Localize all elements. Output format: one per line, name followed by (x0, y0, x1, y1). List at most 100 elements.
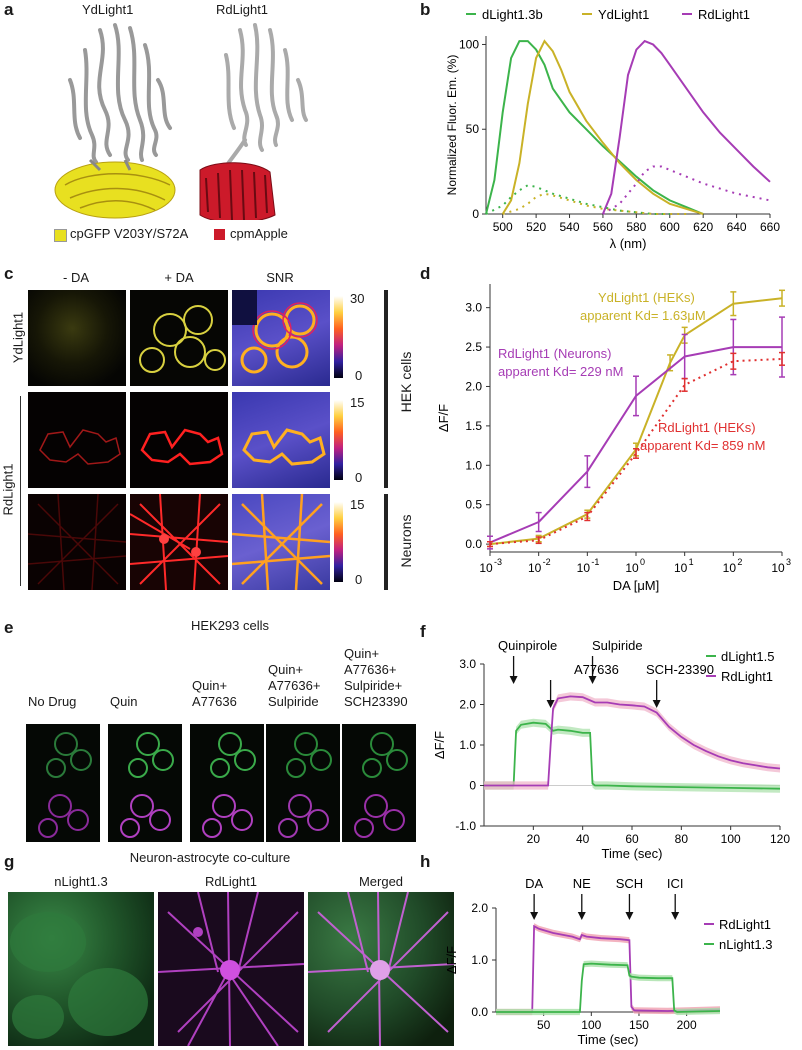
panel-a-left-title: YdLight1 (82, 2, 134, 17)
x-tick-label: 60 (625, 832, 639, 846)
y-axis-label: Normalized Fluor. Em. (%) (445, 55, 459, 196)
panel-e-col-label: SCH23390 (344, 694, 408, 709)
ydlight1-structure (68, 23, 172, 164)
emission-spectra-chart: 0 50 100 500 520 540 560 580 600 620 640 660 λ (nm) N… (445, 7, 780, 251)
coculture-merged-image (308, 892, 454, 1046)
panel-c-letter: c (4, 264, 14, 283)
panel-e-col-label: Sulpiride+ (344, 678, 403, 693)
x-tick-label: 620 (693, 220, 713, 234)
y-tick-label: 2.0 (465, 379, 482, 393)
hek293-drug-image (190, 724, 264, 842)
y-tick-label: 1.0 (465, 458, 482, 472)
drug-label: NE (573, 876, 591, 891)
x-tick-base: 10 (625, 561, 639, 575)
side-label-hek: HEK cells (398, 351, 414, 413)
annotation-rh-name: RdLight1 (HEKs) (658, 420, 756, 435)
spectrum-line (485, 40, 704, 215)
x-tick-label: 20 (527, 832, 541, 846)
panel-e-col-label: Sulpiride (268, 694, 319, 709)
colorbar-mid-max: 15 (350, 395, 365, 410)
panel-e-col-label: A77636 (192, 694, 237, 709)
legend-label: dLight1.3b (482, 7, 543, 22)
row-label-ydlight1: YdLight1 (10, 311, 26, 364)
x-tick-base: 10 (771, 561, 785, 575)
spectrum-line (501, 39, 704, 215)
x-tick-exponent: 1 (689, 557, 694, 567)
legend-swatch-red (214, 229, 225, 240)
drug-arrowhead (509, 676, 518, 684)
rdlight1-neuron-minus-da-image (28, 494, 126, 590)
drug-response-time-trace: -1.0 0 1.0 2.0 3.0 20 40 60 80 100 120 Time (sec) ΔF… (432, 638, 790, 861)
coculture-rdlight-image (158, 892, 304, 1046)
ydlight1-plus-da-image (130, 290, 228, 386)
annotation-yd-kd: apparent Kd= 1.63μM (580, 308, 706, 323)
panel-e-col-label: A77636+ (268, 678, 321, 693)
x-tick-base: 10 (723, 561, 737, 575)
panel-g-title: Neuron-astrocyte co-culture (129, 850, 291, 865)
x-tick-label: 120 (770, 832, 790, 846)
drug-label-a77636: A77636 (574, 662, 619, 677)
x-tick-exponent: 3 (786, 557, 791, 567)
legend-label: RdLight1 (721, 669, 773, 684)
x-tick-label: 50 (537, 1018, 551, 1032)
drug-arrowhead (546, 700, 555, 708)
x-tick-exponent: -3 (494, 557, 502, 567)
col-title-plus-da: + DA (164, 270, 194, 285)
x-axis-label: Time (sec) (602, 846, 663, 861)
drug-arrowhead (588, 676, 597, 684)
y-tick-label: 3.0 (465, 301, 482, 315)
side-label-neurons: Neurons (398, 514, 414, 568)
trace-line (496, 962, 721, 1013)
x-tick-label: 100 (721, 832, 741, 846)
y-tick-label: 0 (469, 779, 476, 793)
rdlight1-hek-snr-image (232, 392, 330, 488)
annotation-rh-kd: apparent Kd= 859 nM (640, 438, 765, 453)
panel-b-letter: b (420, 0, 431, 19)
drug-label: SCH (616, 876, 643, 891)
drug-label-sulpiride: Sulpiride (592, 638, 643, 653)
legend-label: RdLight1 (719, 917, 771, 932)
y-tick-label: 0.0 (465, 537, 482, 551)
legend-label: nLight1.3 (719, 937, 773, 952)
drug-label-quinpirole: Quinpirole (498, 638, 557, 653)
x-tick-exponent: 0 (640, 557, 645, 567)
panel-e-letter: e (4, 618, 14, 637)
colorbar-bot-min: 0 (355, 572, 363, 587)
panel-e-col-label: Quin (110, 694, 138, 709)
annotation-rn-name: RdLight1 (Neurons) (498, 346, 611, 361)
panel-e-col-label: Quin+ (268, 662, 304, 677)
legend-label-cpgfp: cpGFP V203Y/S72A (70, 226, 189, 241)
row-label-rdlight1: RdLight1 (0, 463, 16, 516)
y-tick-label: 1.0 (471, 953, 488, 967)
panel-a-letter: a (4, 0, 14, 19)
rdlight1-structure (223, 23, 308, 170)
panel-g-col-merged: Merged (358, 874, 404, 889)
y-tick-label: 3.0 (459, 657, 476, 671)
hek293-drug-image (26, 724, 100, 842)
rdlight1-hek-plus-da-image (130, 392, 228, 488)
y-tick-label: 0.5 (465, 498, 482, 512)
panel-d-letter: d (420, 264, 431, 283)
drug-arrowhead (671, 912, 680, 920)
fit-curve (489, 297, 783, 546)
cpgfp-barrel (54, 158, 176, 219)
protein-structures (54, 23, 308, 220)
x-axis-label: DA [μM] (613, 578, 660, 593)
y-tick-label: 1.5 (465, 419, 482, 433)
annotation-rn-kd: apparent Kd= 229 nM (498, 364, 623, 379)
drug-arrowhead (577, 912, 586, 920)
side-bar-hek (384, 290, 388, 488)
x-tick-label: 150 (629, 1018, 649, 1032)
sem-band (496, 960, 720, 1016)
panel-f-letter: f (420, 622, 426, 641)
rdlight1-hek-minus-da-image (28, 392, 126, 488)
legend-swatch-yellow (54, 229, 67, 242)
trace-line (484, 721, 781, 790)
y-tick-label: 2.0 (471, 901, 488, 915)
legend-label: YdLight1 (598, 7, 649, 22)
x-tick-label: 560 (593, 220, 613, 234)
panel-e-col-label: No Drug (28, 694, 77, 709)
rdlight1-neuron-snr-image (232, 494, 330, 590)
x-tick-label: 660 (760, 220, 780, 234)
dose-response-chart: 0.00.51.01.52.02.53.010 -3 10 -2 10 -1 10 0 10 1 1… (436, 284, 791, 593)
